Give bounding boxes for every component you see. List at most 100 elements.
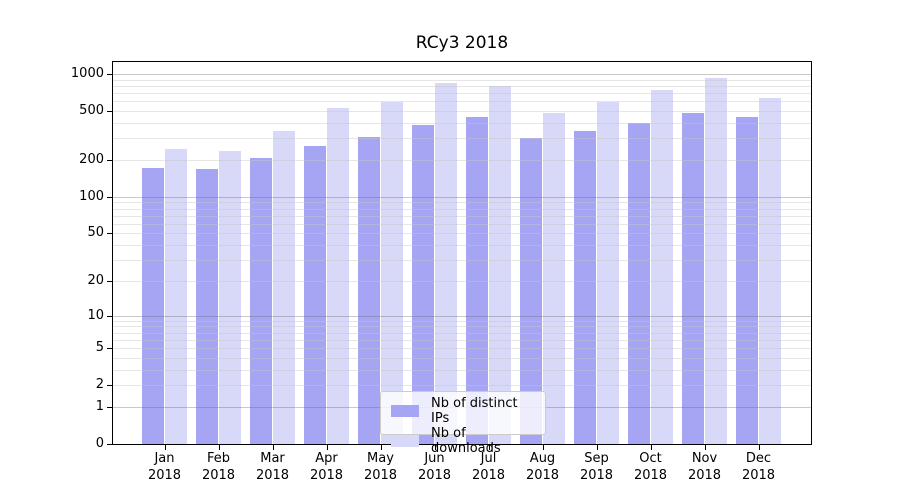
x-tick-label-jul: Jul 2018 bbox=[471, 451, 506, 483]
y-tick-50 bbox=[107, 233, 113, 235]
bar-ips-aug bbox=[520, 137, 543, 444]
bar-ips-mar bbox=[250, 157, 273, 444]
gridline-minor-9 bbox=[113, 320, 811, 322]
gridline-minor-900 bbox=[113, 79, 811, 81]
y-tick-label-2: 2 bbox=[95, 377, 104, 393]
legend-swatch-downloads bbox=[391, 435, 419, 447]
x-tick-label-mar: Mar 2018 bbox=[255, 451, 290, 483]
gridline-minor-600 bbox=[113, 101, 811, 103]
gridline-minor-3 bbox=[113, 369, 811, 371]
gridline-minor-800 bbox=[113, 85, 811, 87]
gridline-minor-300 bbox=[113, 138, 811, 140]
bar-downloads-jan bbox=[164, 148, 187, 444]
x-tick-label-feb: Feb 2018 bbox=[201, 451, 236, 483]
bar-ips-apr bbox=[304, 145, 327, 444]
gridline-minor-20 bbox=[113, 280, 811, 282]
bar-ips-may bbox=[358, 136, 381, 444]
bar-ips-jan bbox=[142, 167, 165, 444]
gridline-minor-60 bbox=[113, 223, 811, 225]
bar-ips-nov bbox=[682, 113, 705, 444]
bar-downloads-jul bbox=[488, 85, 511, 444]
y-tick-label-20: 20 bbox=[87, 272, 104, 288]
grid-layer bbox=[113, 62, 811, 444]
y-tick-100 bbox=[107, 196, 113, 198]
y-tick-0 bbox=[107, 444, 113, 445]
gridline-minor-70 bbox=[113, 215, 811, 217]
x-tick-jun bbox=[434, 444, 436, 450]
gridline-minor-6 bbox=[113, 339, 811, 341]
gridline-major-10 bbox=[113, 315, 811, 317]
gridline-minor-4 bbox=[113, 357, 811, 359]
x-tick-label-jan: Jan 2018 bbox=[147, 451, 182, 483]
bar-ips-jul bbox=[466, 116, 489, 444]
gridline-minor-80 bbox=[113, 208, 811, 210]
bar-downloads-feb bbox=[218, 150, 241, 444]
gridline-minor-50 bbox=[113, 233, 811, 235]
bar-ips-sep bbox=[574, 130, 597, 444]
x-tick-dec bbox=[758, 444, 760, 450]
gridline-minor-8 bbox=[113, 326, 811, 328]
legend-label-downloads: Nb of downloads bbox=[431, 426, 501, 456]
x-tick-label-dec: Dec 2018 bbox=[741, 451, 776, 483]
plot-area: Nb of distinct IPs Nb of downloads bbox=[112, 61, 812, 456]
gridline-minor-90 bbox=[113, 202, 811, 204]
bar-downloads-nov bbox=[704, 77, 727, 444]
bar-downloads-oct bbox=[650, 89, 673, 444]
gridline-minor-200 bbox=[113, 159, 811, 161]
x-tick-label-sep: Sep 2018 bbox=[579, 451, 614, 483]
y-tick-10 bbox=[107, 315, 113, 317]
x-tick-feb bbox=[218, 444, 220, 450]
bar-ips-jun bbox=[412, 125, 435, 444]
y-tick-20 bbox=[107, 280, 113, 282]
bar-downloads-jun bbox=[434, 82, 457, 444]
gridline-minor-5 bbox=[113, 348, 811, 350]
gridline-major-100 bbox=[113, 196, 811, 198]
y-tick-500 bbox=[107, 111, 113, 113]
bar-downloads-apr bbox=[326, 107, 349, 444]
y-tick-5 bbox=[107, 348, 113, 350]
x-tick-jul bbox=[488, 444, 490, 450]
bar-downloads-aug bbox=[542, 113, 565, 444]
x-tick-aug bbox=[542, 444, 544, 450]
x-tick-sep bbox=[596, 444, 598, 450]
y-tick-label-500: 500 bbox=[79, 103, 104, 119]
legend: Nb of distinct IPs Nb of downloads bbox=[380, 391, 546, 456]
x-tick-apr bbox=[326, 444, 328, 450]
gridline-minor-2 bbox=[113, 385, 811, 387]
y-tick-label-1: 1 bbox=[95, 398, 104, 414]
y-tick-label-0: 0 bbox=[95, 436, 104, 451]
y-tick-label-10: 10 bbox=[87, 307, 104, 323]
gridline-minor-30 bbox=[113, 260, 811, 262]
bar-downloads-sep bbox=[596, 101, 619, 444]
x-tick-jan bbox=[164, 444, 166, 450]
x-tick-nov bbox=[704, 444, 706, 450]
legend-swatch-distinct-ips bbox=[391, 405, 419, 417]
x-tick-label-nov: Nov 2018 bbox=[687, 451, 722, 483]
x-tick-may bbox=[380, 444, 382, 450]
y-tick-label-1000: 1000 bbox=[70, 66, 104, 81]
chart-title: RCy3 2018 bbox=[415, 33, 509, 53]
gridline-minor-7 bbox=[113, 332, 811, 334]
bars-layer bbox=[113, 62, 811, 444]
y-tick-label-200: 200 bbox=[79, 151, 104, 167]
y-tick-label-50: 50 bbox=[87, 225, 104, 241]
bar-downloads-mar bbox=[272, 130, 295, 444]
y-tick-label-100: 100 bbox=[79, 188, 104, 204]
legend-label-distinct-ips: Nb of distinct IPs bbox=[431, 396, 518, 426]
gridline-major-1000 bbox=[113, 74, 811, 75]
y-tick-1 bbox=[107, 406, 113, 408]
gridline-minor-400 bbox=[113, 122, 811, 124]
bar-ips-feb bbox=[196, 168, 219, 444]
bar-downloads-may bbox=[380, 102, 403, 444]
gridline-minor-700 bbox=[113, 93, 811, 95]
x-tick-oct bbox=[650, 444, 652, 450]
y-tick-2 bbox=[107, 385, 113, 387]
legend-item-distinct-ips: Nb of distinct IPs bbox=[387, 396, 539, 426]
gridline-minor-40 bbox=[113, 245, 811, 247]
x-tick-mar bbox=[272, 444, 274, 450]
bar-ips-dec bbox=[736, 116, 759, 444]
legend-item-downloads: Nb of downloads bbox=[387, 426, 539, 456]
x-tick-label-aug: Aug 2018 bbox=[525, 451, 560, 483]
x-tick-label-may: May 2018 bbox=[363, 451, 398, 483]
